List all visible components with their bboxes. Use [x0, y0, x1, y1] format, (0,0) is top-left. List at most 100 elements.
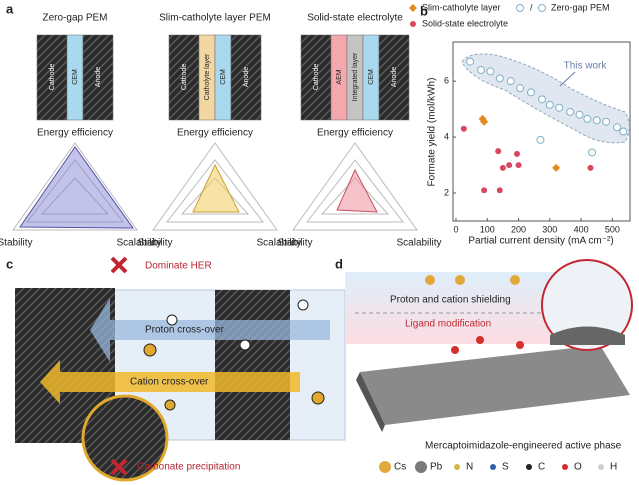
cell-illustration — [15, 256, 346, 482]
radar-axis-label: Scalability — [396, 238, 441, 249]
layer — [378, 34, 410, 121]
layer-label: Integrated layer — [352, 52, 359, 101]
atom-label: S — [502, 462, 509, 473]
point — [592, 116, 601, 125]
point — [527, 88, 536, 97]
legend-label: Zero-gap PEM — [551, 2, 610, 12]
atom-swatch — [598, 464, 604, 470]
legend-label: Solid-state electrolyte — [422, 18, 508, 28]
legend-marker — [410, 21, 416, 27]
point — [466, 57, 475, 66]
point — [495, 148, 502, 155]
radar-axis-label: Scalability — [256, 238, 301, 249]
point — [495, 74, 504, 83]
x-tick-label: 200 — [511, 224, 526, 234]
point — [515, 162, 522, 169]
annotation: Cation cross-over — [130, 377, 209, 388]
point — [575, 110, 584, 119]
annotation: Proton cross-over — [145, 325, 225, 336]
point — [480, 117, 489, 126]
layer-label: AEM — [336, 69, 343, 84]
layer — [230, 34, 262, 121]
point — [613, 123, 622, 132]
x-axis-label: Partial current density (mA cm⁻²) — [468, 236, 613, 247]
point — [555, 103, 564, 112]
layer — [36, 34, 68, 121]
y-axis-label: Formate yield (mol/kWh) — [427, 78, 438, 187]
atom-swatch — [490, 464, 496, 470]
annotation: This work — [564, 61, 608, 72]
point — [486, 67, 495, 76]
radar-axis-label: Energy efficiency — [37, 128, 113, 139]
atom-label: Pb — [430, 462, 443, 473]
point — [513, 150, 520, 157]
legend-separator: / — [530, 2, 533, 12]
y-tick-label: 6 — [444, 76, 449, 86]
legend-marker — [409, 4, 417, 12]
atom-swatch — [379, 461, 391, 473]
point — [506, 162, 513, 169]
point — [499, 164, 506, 171]
y-tick-label: 4 — [444, 131, 449, 141]
x-tick-label: 400 — [574, 224, 589, 234]
point — [588, 148, 597, 157]
point — [602, 117, 611, 126]
annotation: Carbonate precipitation — [137, 462, 240, 473]
layer-label: Cathode — [49, 64, 56, 91]
design-title: Solid-state electrolyte — [307, 13, 403, 24]
annotation: Mercaptoimidazole-engineered active phas… — [425, 441, 622, 452]
legend-label: Slim-catholyte layer — [422, 2, 501, 12]
point — [496, 187, 503, 194]
panel-label: d — [335, 256, 343, 271]
annotation-arrow — [559, 71, 576, 87]
point — [538, 95, 546, 104]
layer-label: CEM — [72, 69, 79, 85]
design-title: Slim-catholyte layer PEM — [159, 13, 271, 24]
x-tick-label: 300 — [542, 224, 557, 234]
point — [583, 114, 592, 123]
panel-label: c — [6, 256, 13, 271]
x-tick-label: 500 — [605, 224, 620, 234]
point — [536, 135, 545, 144]
layer — [300, 34, 332, 121]
point — [619, 127, 628, 136]
layer-label: Cathode — [313, 64, 320, 91]
annotation: Ligand modification — [405, 319, 491, 330]
layer-label: Anode — [95, 67, 102, 87]
layer-label: Anode — [391, 67, 398, 87]
atom-swatch — [562, 464, 568, 470]
point — [516, 84, 525, 93]
atom-swatch — [415, 461, 427, 473]
atom-label: C — [538, 462, 545, 473]
layer-label: CEM — [368, 69, 375, 85]
annotation: Proton and cation shielding — [390, 295, 511, 306]
design-title: Zero-gap PEM — [42, 13, 107, 24]
x-tick-label: 100 — [480, 224, 495, 234]
legend-marker — [516, 4, 524, 12]
layer-label: Anode — [243, 67, 250, 87]
radar-axis-label: Stability — [277, 238, 312, 249]
point — [506, 77, 515, 86]
layer — [168, 34, 200, 121]
layer — [82, 34, 114, 121]
y-tick-label: 2 — [444, 187, 449, 197]
atom-label: N — [466, 462, 473, 473]
radar-axis-label: Scalability — [116, 238, 161, 249]
point — [481, 187, 488, 194]
radar-axis-label: Stability — [137, 238, 172, 249]
radar-axis-label: Stability — [0, 238, 33, 249]
radar-axis-label: Energy efficiency — [317, 128, 393, 139]
radar-illustrations — [12, 142, 418, 231]
point — [552, 163, 561, 172]
point — [587, 164, 594, 171]
point — [477, 65, 486, 74]
surface-illustration — [345, 259, 633, 432]
point — [566, 107, 575, 116]
x-tick-label: 0 — [453, 224, 458, 234]
panel-label: a — [6, 1, 14, 16]
layer-label: CEM — [220, 69, 227, 85]
atom-swatch — [454, 464, 460, 470]
atom-label: O — [574, 462, 582, 473]
point — [545, 100, 554, 109]
